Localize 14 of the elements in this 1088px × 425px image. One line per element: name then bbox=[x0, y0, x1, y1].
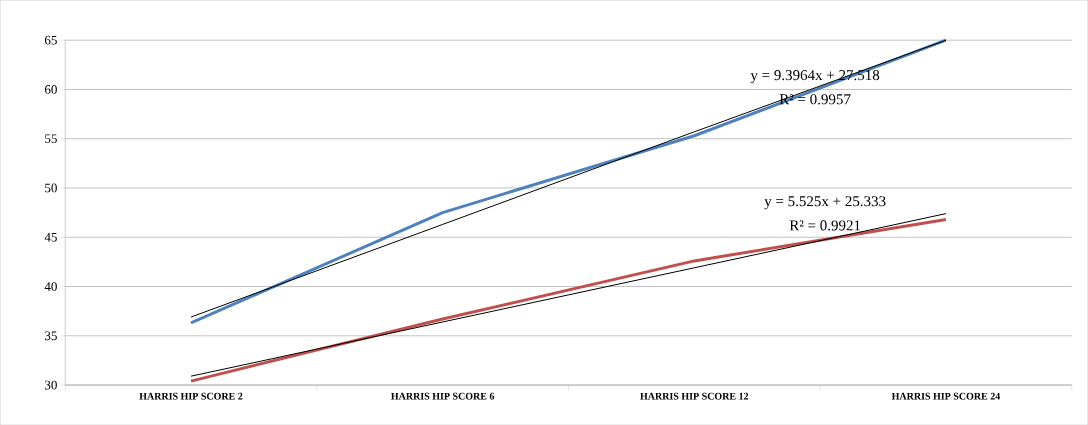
y-tick-label: 50 bbox=[45, 183, 57, 193]
x-tick-label: HARRIS HIP SCORE 2 bbox=[139, 392, 243, 400]
y-tick-label: 35 bbox=[45, 331, 57, 341]
y-tick-label: 45 bbox=[44, 232, 57, 242]
annotation: R² = 0.9921 bbox=[789, 220, 861, 231]
x-tick-label: HARRIS HIP SCORE 24 bbox=[891, 392, 1001, 400]
y-tick-label: 65 bbox=[44, 35, 57, 45]
y-tick-label: 55 bbox=[45, 134, 57, 143]
y-tick-label: 60 bbox=[44, 84, 57, 94]
y-tick-label: 40 bbox=[44, 282, 57, 291]
y-tick-label: 30 bbox=[45, 380, 57, 390]
annotation: y = 5.525x + 25.333 bbox=[764, 196, 886, 210]
x-tick-label: HARRIS HIP SCORE 6 bbox=[391, 392, 495, 400]
x-tick-label: HARRIS HIP SCORE 12 bbox=[640, 392, 749, 400]
